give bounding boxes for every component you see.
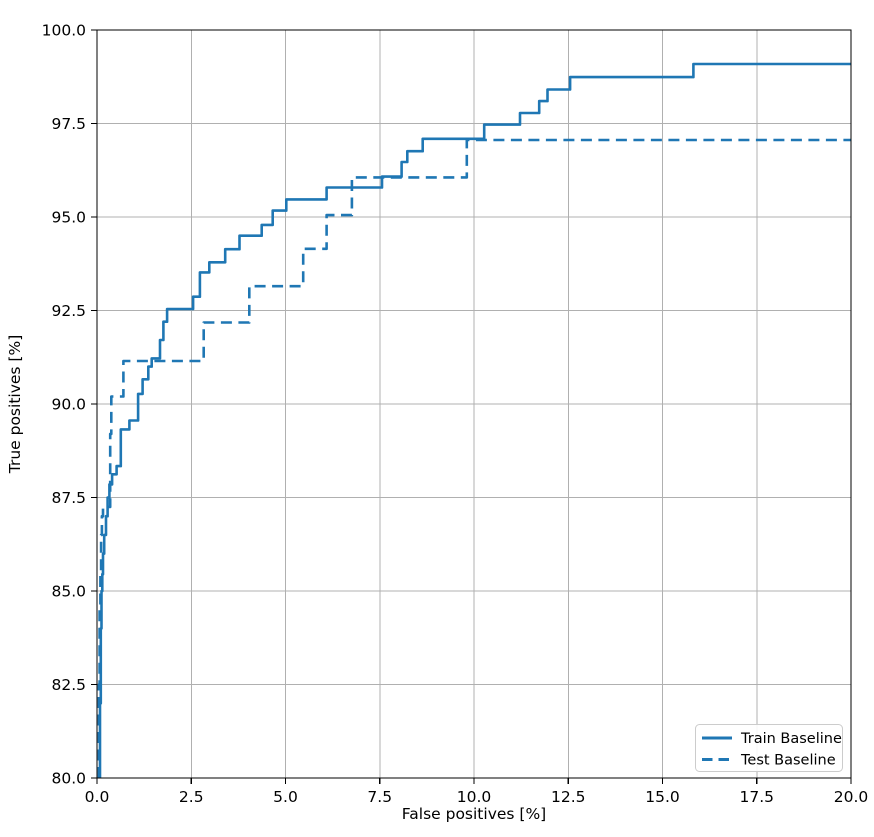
x-tick-label: 20.0: [834, 788, 869, 806]
x-tick-label: 17.5: [739, 788, 774, 806]
y-tick-label: 92.5: [51, 302, 86, 320]
x-tick-label: 5.0: [273, 788, 298, 806]
train-baseline-curve: [98, 62, 851, 778]
x-tick-label: 10.0: [457, 788, 492, 806]
y-tick-label: 80.0: [51, 770, 86, 788]
y-tick-label: 82.5: [51, 676, 86, 694]
x-tick-label: 15.0: [645, 788, 680, 806]
y-tick-label: 95.0: [51, 209, 86, 227]
legend-label-test: Test Baseline: [740, 753, 836, 769]
y-tick-label: 87.5: [51, 489, 86, 507]
legend-box: [695, 724, 843, 772]
x-tick-label: 0.0: [85, 788, 110, 806]
y-tick-label: 90.0: [51, 396, 86, 414]
x-axis-label: False positives [%]: [402, 805, 546, 823]
x-tick-label: 12.5: [551, 788, 586, 806]
y-tick-label: 97.5: [51, 115, 86, 133]
legend: Train Baseline Test Baseline: [695, 724, 843, 772]
x-tick-label: 7.5: [367, 788, 392, 806]
axes-ticks: 0.0 2.5 5.0 7.5 10.0 12.5 15.0 17.5 20.0 80.0 82.5…: [42, 22, 869, 807]
y-tick-label: 85.0: [51, 583, 86, 601]
test-baseline-curve: [97, 138, 851, 778]
y-tick-label: 100.0: [42, 22, 86, 40]
x-tick-label: 2.5: [179, 788, 204, 806]
y-axis-label: True positives [%]: [6, 335, 24, 474]
legend-label-train: Train Baseline: [740, 731, 842, 747]
